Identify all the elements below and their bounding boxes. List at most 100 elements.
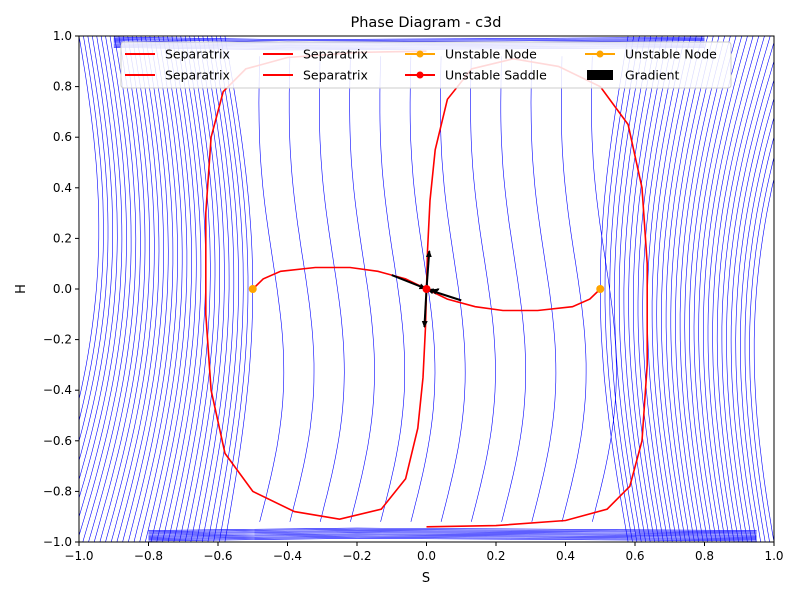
flow-line <box>190 36 225 542</box>
flow-line <box>661 36 703 542</box>
flow-line <box>79 36 123 500</box>
flow-line <box>642 36 680 542</box>
legend-label: Separatrix <box>303 47 368 62</box>
separatrix-curve <box>426 288 601 312</box>
x-tick-label: −0.4 <box>273 549 302 563</box>
flow-line <box>740 116 774 542</box>
flow-line <box>604 36 634 542</box>
legend-label: Separatrix <box>165 47 230 62</box>
flow-line <box>122 36 169 542</box>
flow-line <box>618 36 652 542</box>
legend-entry: Unstable Node <box>585 47 717 62</box>
gradient-arrow <box>425 250 432 290</box>
x-tick-label: −1.0 <box>64 549 93 563</box>
y-tick-label: −1.0 <box>43 535 72 549</box>
x-tick-label: 0.2 <box>486 549 505 563</box>
legend-label: Unstable Node <box>445 47 537 62</box>
flow-line <box>201 36 235 542</box>
flow-line <box>79 36 127 519</box>
flow-line <box>150 36 192 542</box>
flow-line <box>735 97 774 542</box>
flow-line <box>148 532 757 536</box>
legend-entry: Unstable Saddle <box>405 68 547 83</box>
legend-entry: Unstable Node <box>405 47 537 62</box>
legend-entry: Gradient <box>587 68 680 83</box>
flow-line <box>258 56 285 522</box>
x-tick-label: 0.8 <box>695 549 714 563</box>
y-tick-label: 0.6 <box>53 130 72 144</box>
legend-swatch <box>587 70 613 80</box>
flow-line <box>693 36 743 542</box>
flow-line <box>379 56 405 522</box>
flow-line <box>591 56 617 522</box>
flow-line <box>133 36 178 542</box>
y-tick-label: −0.6 <box>43 434 72 448</box>
x-tick-label: 1.0 <box>764 549 783 563</box>
legend-label: Unstable Node <box>625 47 717 62</box>
flow-line <box>184 36 220 542</box>
flow-line <box>79 36 100 401</box>
flow-line <box>730 78 774 542</box>
unstable-node-point <box>248 285 257 293</box>
y-axis-label: H <box>14 284 29 294</box>
flow-line <box>698 36 748 542</box>
y-axis-ticks: −1.0 −0.8 −0.6 −0.4 −0.2 0.0 0.2 0.4 0.6 0.8 1.0 <box>43 29 79 549</box>
y-tick-label: −0.4 <box>43 383 72 397</box>
legend-label: Separatrix <box>165 68 230 83</box>
flow-line <box>128 36 174 542</box>
y-tick-label: −0.2 <box>43 333 72 347</box>
y-tick-label: 0.0 <box>53 282 72 296</box>
y-tick-label: 0.2 <box>53 231 72 245</box>
chart-title: Phase Diagram - c3d <box>350 15 501 31</box>
y-tick-label: −0.8 <box>43 484 72 498</box>
flow-line <box>79 36 132 537</box>
flow-line <box>561 56 587 522</box>
flow-line <box>148 535 757 539</box>
flow-line <box>173 36 211 542</box>
gradient-arrow <box>421 288 428 328</box>
flow-line <box>702 36 754 542</box>
unstable-saddle-point <box>422 285 431 293</box>
flow-line <box>500 56 527 522</box>
flow-line <box>707 36 760 542</box>
flow-line <box>679 36 725 542</box>
legend-entry: Separatrix <box>125 47 230 62</box>
flow-line <box>637 36 674 542</box>
flow-line <box>623 36 657 542</box>
flow-line <box>148 528 757 533</box>
x-axis-ticks: −1.0 −0.8 −0.6 −0.4 −0.2 0.0 0.2 0.4 0.6 0.8 1.0 <box>64 542 784 563</box>
flow-line <box>148 534 757 538</box>
flow-line <box>716 36 771 542</box>
flow-line <box>93 36 146 542</box>
flow-line <box>79 36 118 481</box>
flow-line <box>99 36 151 542</box>
x-tick-label: −0.8 <box>134 549 163 563</box>
x-tick-label: −0.6 <box>203 549 232 563</box>
flow-line <box>82 36 137 542</box>
x-tick-label: 0.4 <box>556 549 575 563</box>
legend-marker <box>416 50 424 58</box>
flow-line <box>675 36 720 542</box>
flow-line <box>749 155 774 542</box>
flow-line <box>670 36 714 542</box>
flow-line <box>753 177 774 542</box>
legend-label: Unstable Saddle <box>445 68 547 83</box>
gradient-arrow <box>391 274 427 290</box>
legend-marker <box>596 50 604 58</box>
legend: Separatrix Separatrix Separatrix Separatrix… <box>120 41 732 89</box>
flow-line <box>207 36 239 542</box>
flow-line <box>113 38 705 42</box>
flow-line <box>148 533 757 537</box>
flow-line <box>113 39 705 43</box>
y-tick-label: 1.0 <box>53 29 72 43</box>
flow-line <box>651 36 691 542</box>
flow-line <box>684 36 731 542</box>
flow-line <box>219 36 249 542</box>
flow-line <box>148 536 757 540</box>
legend-marker <box>416 71 424 79</box>
flow-line <box>656 36 697 542</box>
flow-line <box>633 36 669 542</box>
flow-line <box>88 36 141 542</box>
flow-line <box>530 56 557 522</box>
